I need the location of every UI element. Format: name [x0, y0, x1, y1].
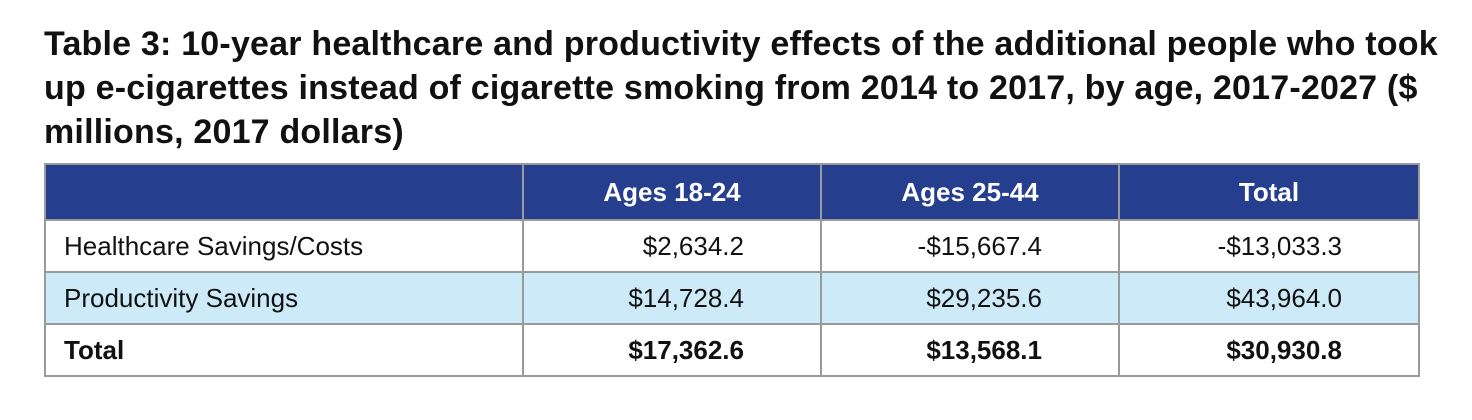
row-label: Productivity Savings: [44, 271, 524, 325]
cell-ages-25-44: -$15,667.4: [820, 219, 1120, 273]
header-total: Total: [1118, 163, 1420, 221]
cell-ages-25-44: $29,235.6: [820, 271, 1120, 325]
cell-total: $30,930.8: [1118, 323, 1420, 377]
cell-ages-25-44: $13,568.1: [820, 323, 1120, 377]
table-row-total: Total $17,362.6 $13,568.1 $30,930.8: [44, 323, 1420, 377]
data-table: Ages 18-24 Ages 25-44 Total Healthcare S…: [44, 163, 1420, 377]
table-row-productivity: Productivity Savings $14,728.4 $29,235.6…: [44, 271, 1420, 325]
cell-ages-18-24: $2,634.2: [522, 219, 822, 273]
header-blank: [44, 163, 524, 221]
table-header-row: Ages 18-24 Ages 25-44 Total: [44, 163, 1420, 221]
cell-total: $43,964.0: [1118, 271, 1420, 325]
cell-ages-18-24: $14,728.4: [522, 271, 822, 325]
cell-total: -$13,033.3: [1118, 219, 1420, 273]
cell-ages-18-24: $17,362.6: [522, 323, 822, 377]
row-label: Healthcare Savings/Costs: [44, 219, 524, 273]
table-title: Table 3: 10-year healthcare and producti…: [44, 25, 1438, 151]
row-label: Total: [44, 323, 524, 377]
header-ages-25-44: Ages 25-44: [820, 163, 1120, 221]
header-ages-18-24: Ages 18-24: [522, 163, 822, 221]
table-row-healthcare: Healthcare Savings/Costs $2,634.2 -$15,6…: [44, 219, 1420, 273]
